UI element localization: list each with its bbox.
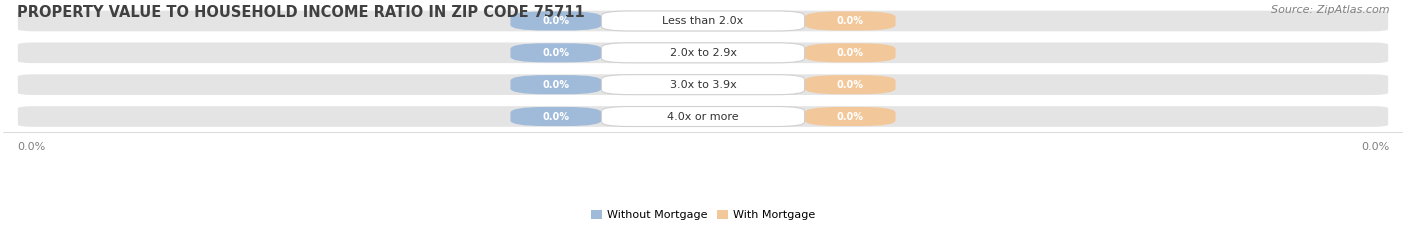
Text: PROPERTY VALUE TO HOUSEHOLD INCOME RATIO IN ZIP CODE 75711: PROPERTY VALUE TO HOUSEHOLD INCOME RATIO…	[17, 5, 585, 20]
Text: 0.0%: 0.0%	[837, 112, 863, 121]
Text: 0.0%: 0.0%	[543, 48, 569, 58]
FancyBboxPatch shape	[510, 75, 602, 94]
FancyBboxPatch shape	[17, 73, 1389, 96]
Text: 0.0%: 0.0%	[543, 80, 569, 90]
FancyBboxPatch shape	[804, 43, 896, 62]
FancyBboxPatch shape	[602, 43, 804, 63]
FancyBboxPatch shape	[602, 11, 804, 31]
FancyBboxPatch shape	[510, 107, 602, 126]
FancyBboxPatch shape	[17, 10, 1389, 32]
Text: 4.0x or more: 4.0x or more	[668, 112, 738, 121]
Legend: Without Mortgage, With Mortgage: Without Mortgage, With Mortgage	[586, 205, 820, 225]
Text: 0.0%: 0.0%	[17, 141, 45, 151]
Text: 0.0%: 0.0%	[837, 48, 863, 58]
FancyBboxPatch shape	[17, 105, 1389, 128]
Text: Less than 2.0x: Less than 2.0x	[662, 16, 744, 26]
FancyBboxPatch shape	[602, 75, 804, 95]
Text: 0.0%: 0.0%	[837, 80, 863, 90]
Text: 0.0%: 0.0%	[1361, 141, 1389, 151]
Text: 3.0x to 3.9x: 3.0x to 3.9x	[669, 80, 737, 90]
Text: 0.0%: 0.0%	[543, 16, 569, 26]
Text: 2.0x to 2.9x: 2.0x to 2.9x	[669, 48, 737, 58]
FancyBboxPatch shape	[510, 11, 602, 31]
FancyBboxPatch shape	[804, 11, 896, 31]
FancyBboxPatch shape	[510, 43, 602, 62]
FancyBboxPatch shape	[602, 106, 804, 127]
Text: 0.0%: 0.0%	[543, 112, 569, 121]
Text: Source: ZipAtlas.com: Source: ZipAtlas.com	[1271, 5, 1389, 15]
FancyBboxPatch shape	[17, 41, 1389, 64]
FancyBboxPatch shape	[804, 75, 896, 94]
FancyBboxPatch shape	[804, 107, 896, 126]
Text: 0.0%: 0.0%	[837, 16, 863, 26]
